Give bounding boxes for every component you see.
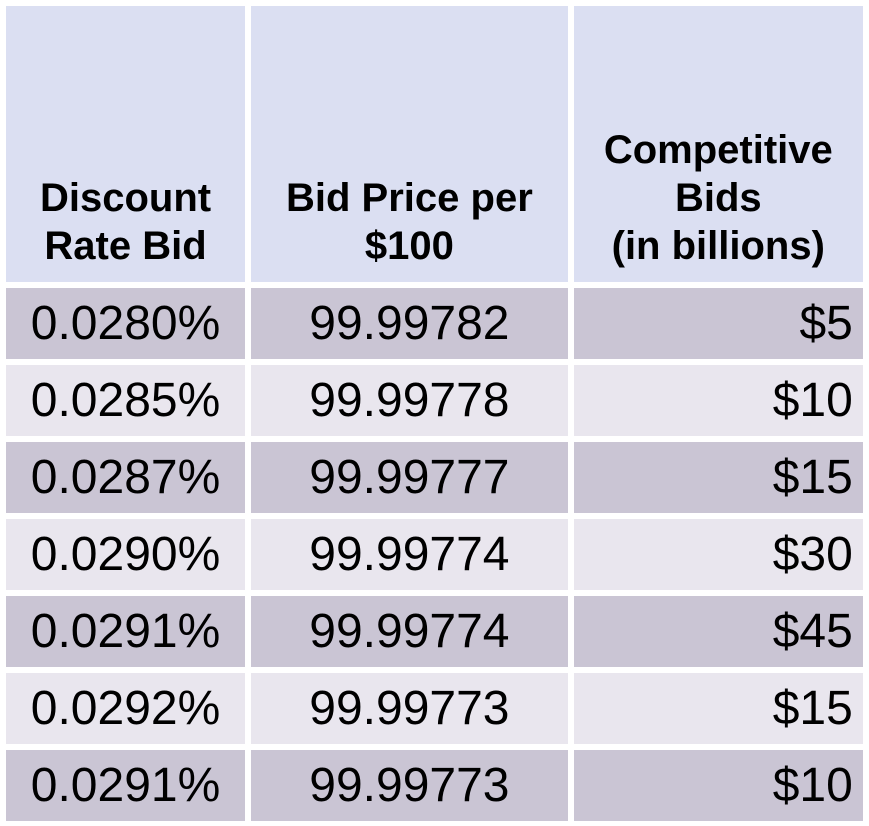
table-row: 0.0280% 99.99782 $5: [6, 288, 869, 359]
header-competitive-bids: Competitive Bids (in billions): [573, 6, 863, 282]
header-bid-price-per-100: Bid Price per $100: [251, 6, 568, 282]
cell-bid-price: 99.99774: [251, 596, 568, 667]
cell-discount-rate: 0.0291%: [6, 750, 246, 821]
table-row: 0.0290% 99.99774 $30: [6, 519, 869, 590]
cell-competitive-bids: $15: [573, 673, 863, 744]
cell-discount-rate: 0.0285%: [6, 365, 246, 436]
cell-competitive-bids: $10: [573, 750, 863, 821]
header-line: $100: [364, 224, 454, 268]
table-row: 0.0285% 99.99778 $10: [6, 365, 869, 436]
header-row: Discount Rate Bid Bid Price per $100 Com…: [6, 6, 869, 282]
header-line: Bid Price per: [286, 176, 533, 220]
table-row: 0.0291% 99.99774 $45: [6, 596, 869, 667]
header-line: Rate Bid: [44, 224, 207, 268]
header-line: Discount: [39, 176, 212, 220]
cell-competitive-bids: $30: [573, 519, 863, 590]
header-discount-rate-bid: Discount Rate Bid: [6, 6, 246, 282]
cell-bid-price: 99.99778: [251, 365, 568, 436]
cell-competitive-bids: $5: [573, 288, 863, 359]
cell-competitive-bids: $45: [573, 596, 863, 667]
table-row: 0.0291% 99.99773 $10: [6, 750, 869, 821]
cell-discount-rate: 0.0292%: [6, 673, 246, 744]
cell-discount-rate: 0.0290%: [6, 519, 246, 590]
cell-bid-price: 99.99777: [251, 442, 568, 513]
cell-bid-price: 99.99773: [251, 673, 568, 744]
cell-competitive-bids: $15: [573, 442, 863, 513]
cell-bid-price: 99.99774: [251, 519, 568, 590]
header-line: Bids: [674, 176, 762, 220]
table-row: 0.0292% 99.99773 $15: [6, 673, 869, 744]
cell-bid-price: 99.99782: [251, 288, 568, 359]
cell-competitive-bids: $10: [573, 365, 863, 436]
cell-discount-rate: 0.0291%: [6, 596, 246, 667]
cell-discount-rate: 0.0280%: [6, 288, 246, 359]
header-line: Competitive: [603, 128, 833, 172]
cell-discount-rate: 0.0287%: [6, 442, 246, 513]
cell-bid-price: 99.99773: [251, 750, 568, 821]
header-line: (in billions): [611, 224, 825, 268]
table-row: 0.0287% 99.99777 $15: [6, 442, 869, 513]
